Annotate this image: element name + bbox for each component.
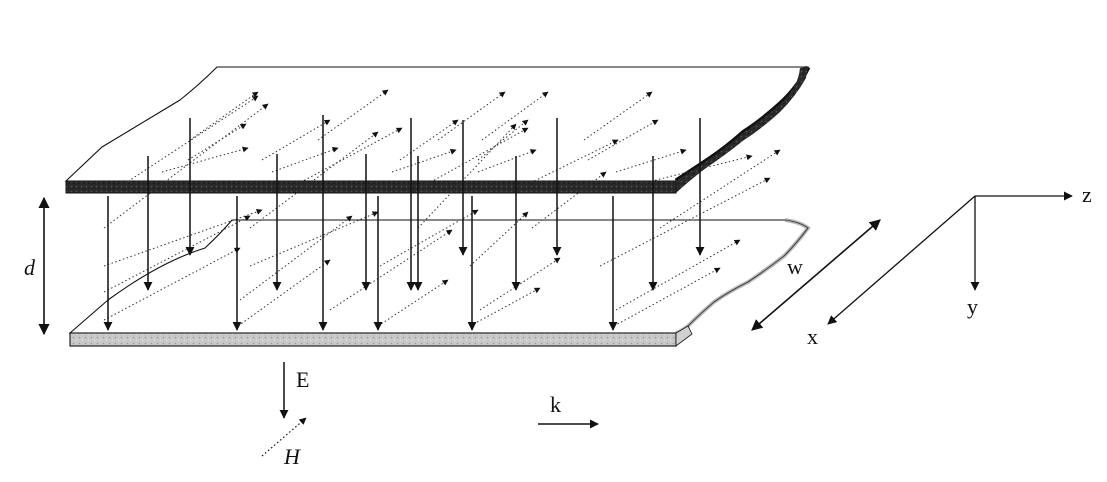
h-field-lines: [103, 89, 781, 327]
width-label: w: [787, 254, 803, 279]
field-legend: E H k: [261, 362, 599, 469]
h-field-line: [379, 209, 479, 267]
separation-label: d: [24, 255, 36, 280]
h-field-line: [583, 91, 653, 141]
y-axis-label: y: [967, 294, 978, 319]
plate-separation-marker: d: [24, 196, 50, 336]
width-arrow: [751, 219, 881, 331]
top-plate-front-edge: [65, 180, 677, 194]
k-propagation-label: k: [550, 392, 561, 417]
h-field-line: [437, 91, 506, 141]
h-field-line: [613, 267, 721, 327]
e-legend-label: E: [296, 367, 309, 392]
top-plate-thickness: [676, 67, 808, 193]
top-plate-surface: [64, 66, 809, 182]
h-field-line: [391, 148, 457, 173]
h-field-line: [289, 127, 403, 189]
h-field-line: [249, 211, 379, 267]
h-field-line: [239, 215, 353, 301]
e-field-lines: [103, 115, 705, 331]
h-field-line: [237, 259, 331, 327]
h-field-line: [469, 211, 529, 267]
h-field-line: [187, 123, 247, 161]
h-field-line: [261, 119, 331, 161]
h-field-line: [161, 146, 249, 173]
h-field-line: [249, 131, 379, 229]
h-field-line: [103, 215, 251, 293]
x-axis-label: x: [807, 324, 818, 349]
h-field-line: [469, 287, 541, 327]
z-axis-label: z: [1082, 182, 1092, 207]
bottom-plate-front-edge: [69, 332, 677, 347]
h-field-line: [103, 247, 241, 321]
bottom-plate-side-edge: [675, 325, 693, 347]
h-legend-arrow: [261, 417, 307, 457]
bottom-plate: [68, 218, 811, 347]
h-field-line: [189, 91, 259, 141]
h-field-line: [615, 148, 687, 173]
h-field-line: [531, 171, 607, 229]
x-axis-arrow: [827, 195, 976, 325]
h-field-line: [477, 119, 529, 161]
h-field-line: [329, 229, 453, 311]
h-field-line: [419, 127, 529, 189]
h-field-line: [481, 91, 549, 141]
coordinate-axes: z y x: [807, 182, 1092, 349]
plate-width-marker: w: [751, 219, 881, 331]
top-plate: [64, 65, 811, 194]
h-field-line: [587, 119, 659, 161]
h-legend-label: H: [283, 444, 301, 469]
